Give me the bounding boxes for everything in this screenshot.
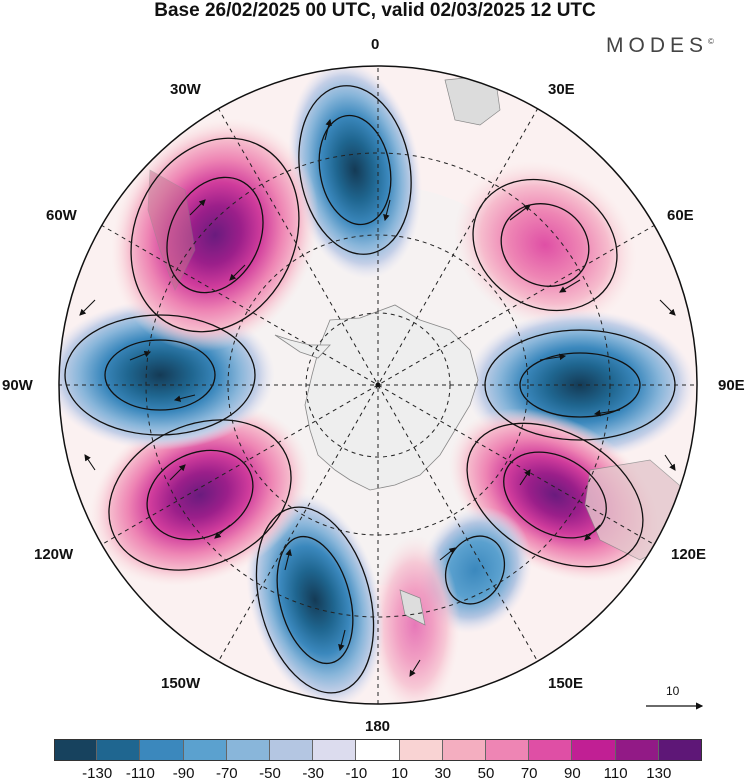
colorbar-swatch bbox=[183, 739, 227, 761]
new-zealand-landmass bbox=[399, 589, 426, 626]
map-disc bbox=[59, 66, 697, 704]
brand-mark: © bbox=[708, 37, 714, 46]
brand-logo: MODES© bbox=[606, 34, 714, 58]
colorbar-swatch bbox=[529, 739, 573, 761]
lon-label-150e: 150E bbox=[548, 675, 584, 692]
anomaly-blob bbox=[370, 535, 460, 704]
colorbar-tick-label: 50 bbox=[477, 765, 495, 782]
anomaly-blob bbox=[453, 160, 637, 330]
colorbar-swatch bbox=[399, 739, 443, 761]
lon-label-180: 180 bbox=[365, 718, 391, 735]
colorbar-tick-label: 130 bbox=[646, 765, 672, 782]
colorbar-tick-label: 110 bbox=[603, 765, 628, 782]
lon-label-60w: 60W bbox=[46, 207, 77, 224]
colorbar-frame bbox=[54, 739, 702, 761]
lon-label-120e: 120E bbox=[671, 546, 707, 563]
antarctic-peninsula bbox=[274, 334, 331, 359]
lon-label-120w: 120W bbox=[34, 546, 74, 563]
antarctica-landmass bbox=[304, 304, 479, 491]
colorbar-tick-label: 10 bbox=[391, 765, 408, 782]
colorbar-tick-label: -130 bbox=[82, 765, 113, 782]
anomaly-blob bbox=[288, 66, 422, 279]
colorbar-swatch bbox=[313, 739, 357, 761]
colorbar-tick-label: -30 bbox=[302, 765, 325, 782]
colorbar-swatch bbox=[97, 739, 141, 761]
map-title: Base 26/02/2025 00 UTC, valid 02/03/2025… bbox=[154, 0, 596, 21]
colorbar-swatch bbox=[442, 739, 486, 761]
colorbar-swatch bbox=[270, 739, 314, 761]
colorbar-tick-label: -50 bbox=[259, 765, 281, 782]
anomaly-blob bbox=[246, 492, 384, 704]
colorbar-tick-label: -110 bbox=[125, 765, 155, 782]
colorbar-swatch bbox=[572, 739, 616, 761]
colorbar-tick-label: 70 bbox=[520, 765, 538, 782]
lon-label-30w: 30W bbox=[170, 81, 201, 98]
brand-name: MODES bbox=[606, 34, 709, 57]
colorbar-swatch bbox=[615, 739, 659, 761]
colorbar-ticks: -130 -110 -90 -70 -50 -30 -10 10 30 50 70 90 110 130 bbox=[54, 765, 702, 783]
colorbar-swatch bbox=[486, 739, 530, 761]
colorbar-swatch bbox=[54, 739, 98, 761]
anomaly-blob bbox=[111, 118, 319, 352]
colorbar-tick-label: 90 bbox=[564, 765, 581, 782]
colorbar bbox=[54, 739, 702, 763]
reference-vector-label: 10 bbox=[666, 684, 680, 698]
wind-vectors bbox=[79, 118, 676, 677]
colorbar-swatch bbox=[356, 739, 400, 761]
colorbar-tick-label: -10 bbox=[345, 765, 368, 782]
lon-label-0: 0 bbox=[371, 36, 380, 53]
map-boundary bbox=[58, 65, 698, 705]
colorbar-tick-label: 30 bbox=[434, 765, 452, 782]
colorbar-swatch bbox=[140, 739, 184, 761]
lon-label-150w: 150W bbox=[161, 675, 201, 692]
colorbar-swatch bbox=[226, 739, 270, 761]
lon-label-60e: 60E bbox=[667, 207, 694, 224]
colorbar-tick-label: -70 bbox=[215, 765, 238, 782]
lon-label-30e: 30E bbox=[548, 81, 575, 98]
lon-label-90e: 90E bbox=[718, 377, 745, 394]
anomaly-blob bbox=[89, 403, 311, 587]
lon-label-90w: 90W bbox=[2, 377, 33, 394]
colorbar-tick-label: -90 bbox=[172, 765, 195, 782]
